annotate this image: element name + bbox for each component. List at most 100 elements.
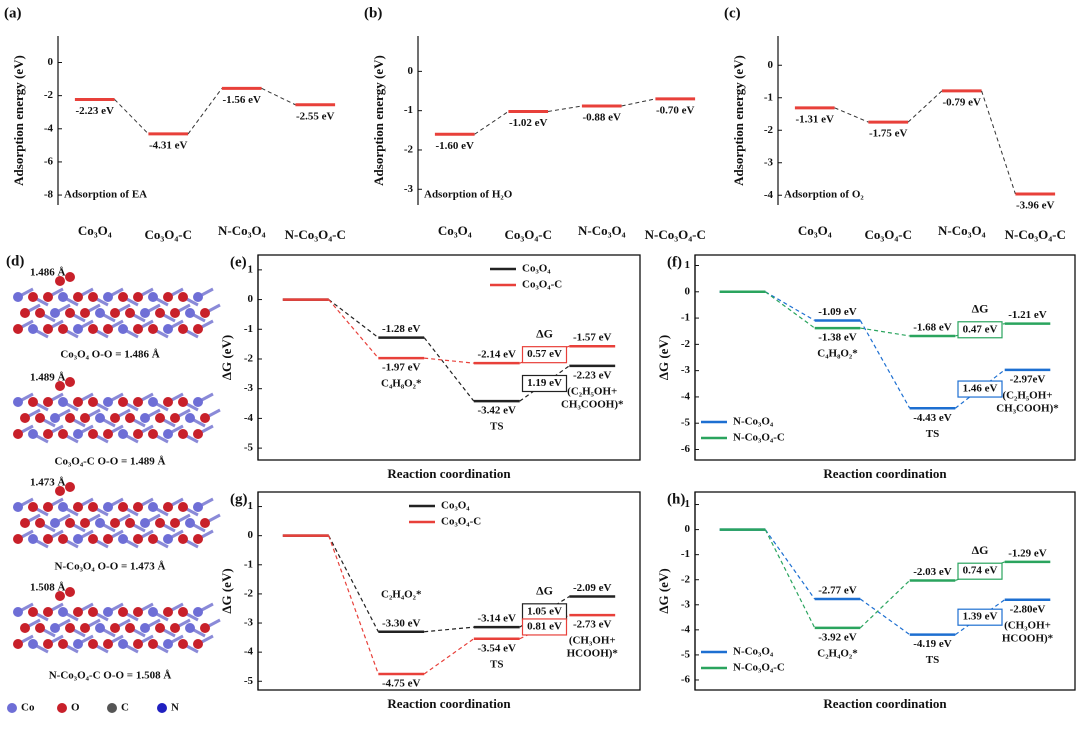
atom: [13, 534, 23, 544]
connector: [621, 98, 656, 107]
value-label: -1.60 eV: [436, 140, 475, 152]
atom: [163, 502, 173, 512]
atom: [88, 292, 98, 302]
barrier-box: [957, 562, 1003, 580]
atom: [35, 623, 45, 633]
value-label: -2.55 eV: [296, 110, 335, 122]
atom: [35, 413, 45, 423]
y-tick-label: -2: [244, 587, 254, 599]
y-tick-label: -4: [244, 646, 254, 658]
atom: [163, 534, 173, 544]
value-label: -3.92 eV: [818, 631, 857, 643]
x-axis-title: Reaction coordination: [387, 696, 511, 711]
adsorbate: [65, 587, 75, 597]
atom: [88, 397, 98, 407]
value-label: -3.96 eV: [1016, 199, 1055, 211]
barrier-box: [957, 380, 1003, 398]
atom: [88, 639, 98, 649]
y-tick-label: 0: [685, 285, 691, 297]
y-tick-label: -1: [681, 548, 690, 560]
connector: [859, 598, 911, 636]
y-tick-label: -2: [681, 573, 691, 585]
connector: [328, 535, 379, 633]
annotation: (C₂H₅OH+: [1002, 389, 1052, 401]
atom: [178, 397, 188, 407]
connector: [423, 638, 475, 675]
atom: [118, 639, 128, 649]
adsorbate: [65, 272, 75, 282]
value-label: -4.19 eV: [913, 638, 952, 650]
atom: [73, 639, 83, 649]
y-tick-label: -3: [244, 617, 254, 629]
atom: [178, 292, 188, 302]
atom: [193, 639, 203, 649]
atom: [148, 534, 158, 544]
y-tick-label: -5: [681, 648, 691, 660]
atom: [80, 308, 90, 318]
atom: [163, 607, 173, 617]
value-label: -4.31 eV: [149, 139, 188, 151]
atom: [58, 502, 68, 512]
annotation: C₄H₈O₂*: [817, 348, 858, 360]
delta-label: ΔG: [972, 302, 989, 316]
y-tick-label: -5: [244, 675, 254, 687]
atom: [170, 308, 180, 318]
y-axis-title: ΔG (eV): [656, 568, 671, 613]
annotation: TS: [926, 654, 939, 666]
y-tick-label: 0: [685, 523, 691, 535]
atom: [133, 607, 143, 617]
atom: [50, 623, 60, 633]
atom: [73, 429, 83, 439]
atom: [88, 502, 98, 512]
connector: [859, 320, 911, 409]
atom: [58, 639, 68, 649]
atom: [133, 502, 143, 512]
x-tick-label: Co₃O₄-C: [144, 227, 192, 242]
atom: [73, 324, 83, 334]
atom: [155, 413, 165, 423]
structure-caption: Co₃O₄ O-O = 1.486 Å: [60, 349, 159, 361]
atom: [178, 607, 188, 617]
atom: [163, 292, 173, 302]
y-tick-label: -1: [244, 558, 253, 570]
x-axis-title: Reaction coordination: [823, 466, 947, 481]
atom: [73, 397, 83, 407]
atom: [163, 639, 173, 649]
atom: [110, 308, 120, 318]
atom: [28, 324, 38, 334]
value-label: -3.14 eV: [478, 613, 517, 625]
value-label: -1.31 eV: [796, 113, 835, 125]
atom: [200, 623, 210, 633]
structure-caption: N-Co₃O₄ O-O = 1.473 Å: [55, 561, 166, 573]
x-tick-label: Co₃O₄-C: [864, 227, 912, 242]
atom: [193, 534, 203, 544]
atom: [103, 429, 113, 439]
plot-frame: [257, 254, 641, 461]
annotation: C₂H₄O₂*: [381, 588, 422, 600]
annotation: HCOOH)*: [567, 648, 619, 660]
atom: [140, 413, 150, 423]
atom: [13, 429, 23, 439]
value-label: -3.54 eV: [478, 642, 517, 654]
atom: [148, 292, 158, 302]
atom: [73, 292, 83, 302]
atom: [95, 623, 105, 633]
x-tick-label: N-Co₃O₄-C: [1005, 227, 1066, 242]
atom: [43, 639, 53, 649]
atom: [178, 429, 188, 439]
atom: [133, 292, 143, 302]
atom: [133, 429, 143, 439]
atom: [35, 308, 45, 318]
bond-label: 1.473 Å: [30, 477, 66, 489]
y-tick-label: -4: [681, 390, 691, 402]
legend-label: O: [71, 702, 80, 714]
atom: [200, 518, 210, 528]
atom: [200, 308, 210, 318]
atom: [35, 518, 45, 528]
adsorbate: [55, 276, 65, 286]
atom: [88, 607, 98, 617]
annotation: HCOOH)*: [1002, 632, 1054, 644]
y-tick-label: -6: [681, 674, 691, 686]
panel-label: (b): [364, 5, 382, 21]
value-label: -3.30 eV: [382, 617, 421, 629]
